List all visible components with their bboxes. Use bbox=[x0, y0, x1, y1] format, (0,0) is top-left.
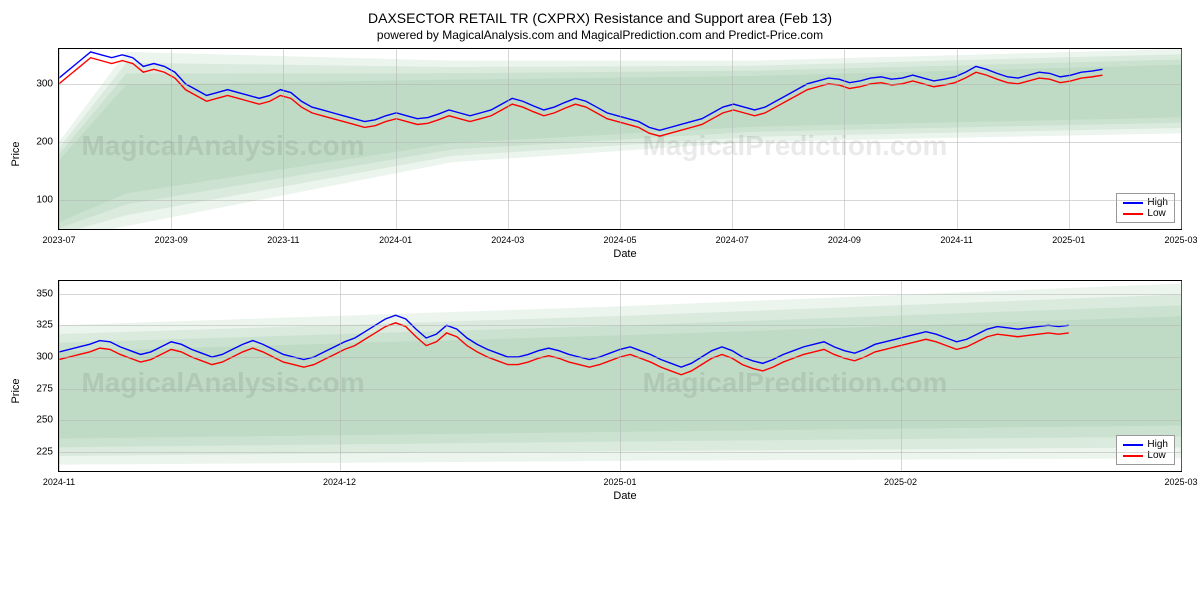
y-tick-label: 275 bbox=[21, 383, 53, 394]
x-tick-label: 2024-01 bbox=[379, 235, 412, 245]
gridline-v bbox=[59, 49, 60, 229]
legend-label-high: High bbox=[1147, 197, 1168, 208]
y-tick-label: 250 bbox=[21, 415, 53, 426]
chart-panel-1: Price MagicalAnalysis.com MagicalPredict… bbox=[8, 48, 1192, 260]
x-tick-label: 2025-03 bbox=[1164, 477, 1197, 487]
x-tick-label: 2024-12 bbox=[323, 477, 356, 487]
y-tick-label: 100 bbox=[21, 194, 53, 205]
chart2-legend: High Low bbox=[1116, 435, 1175, 465]
gridline-v bbox=[620, 281, 621, 471]
gridline-v bbox=[620, 49, 621, 229]
gridline-v bbox=[844, 49, 845, 229]
legend-swatch-low bbox=[1123, 213, 1143, 215]
x-tick-label: 2024-03 bbox=[491, 235, 524, 245]
gridline-v bbox=[396, 49, 397, 229]
x-tick-label: 2025-03 bbox=[1164, 235, 1197, 245]
chart1-legend: High Low bbox=[1116, 193, 1175, 223]
legend-row-high: High bbox=[1123, 439, 1168, 450]
x-tick-label: 2024-11 bbox=[940, 235, 972, 245]
chart1-plot-area: MagicalAnalysis.com MagicalPrediction.co… bbox=[58, 48, 1182, 230]
gridline-v bbox=[59, 281, 60, 471]
gridline-v bbox=[283, 49, 284, 229]
legend-label-low: Low bbox=[1147, 208, 1165, 219]
legend-swatch-high bbox=[1123, 202, 1143, 204]
gridline-v bbox=[508, 49, 509, 229]
y-tick-label: 325 bbox=[21, 320, 53, 331]
chart-panel-2: Price MagicalAnalysis.com MagicalPredict… bbox=[8, 280, 1192, 502]
x-tick-label: 2023-11 bbox=[267, 235, 299, 245]
x-tick-label: 2024-07 bbox=[716, 235, 749, 245]
x-tick-label: 2025-01 bbox=[603, 477, 636, 487]
legend-row-high: High bbox=[1123, 197, 1168, 208]
x-tick-label: 2025-01 bbox=[1052, 235, 1085, 245]
y-tick-label: 200 bbox=[21, 136, 53, 147]
x-tick-label: 2024-11 bbox=[43, 477, 75, 487]
chart2-x-axis-label: Date bbox=[58, 490, 1192, 502]
y-tick-label: 300 bbox=[21, 78, 53, 89]
chart1-x-axis-label: Date bbox=[58, 248, 1192, 260]
legend-swatch-high bbox=[1123, 444, 1143, 446]
y-tick-label: 300 bbox=[21, 352, 53, 363]
x-tick-label: 2023-09 bbox=[155, 235, 188, 245]
gridline-v bbox=[957, 49, 958, 229]
gridline-v bbox=[1069, 49, 1070, 229]
legend-label-high: High bbox=[1147, 439, 1168, 450]
y-tick-label: 350 bbox=[21, 288, 53, 299]
x-tick-label: 2024-09 bbox=[828, 235, 861, 245]
gridline-v bbox=[901, 281, 902, 471]
gridline-v bbox=[1181, 49, 1182, 229]
chart-subtitle: powered by MagicalAnalysis.com and Magic… bbox=[8, 28, 1192, 42]
legend-row-low: Low bbox=[1123, 208, 1168, 219]
x-tick-label: 2025-02 bbox=[884, 477, 917, 487]
x-tick-label: 2023-07 bbox=[42, 235, 75, 245]
gridline-v bbox=[1181, 281, 1182, 471]
legend-swatch-low bbox=[1123, 455, 1143, 457]
gridline-v bbox=[340, 281, 341, 471]
y-tick-label: 225 bbox=[21, 447, 53, 458]
gridline-v bbox=[732, 49, 733, 229]
chart2-plot-area: MagicalAnalysis.com MagicalPrediction.co… bbox=[58, 280, 1182, 472]
x-tick-label: 2024-05 bbox=[603, 235, 636, 245]
chart-container: DAXSECTOR RETAIL TR (CXPRX) Resistance a… bbox=[8, 10, 1192, 502]
gridline-v bbox=[171, 49, 172, 229]
chart-title: DAXSECTOR RETAIL TR (CXPRX) Resistance a… bbox=[8, 10, 1192, 26]
